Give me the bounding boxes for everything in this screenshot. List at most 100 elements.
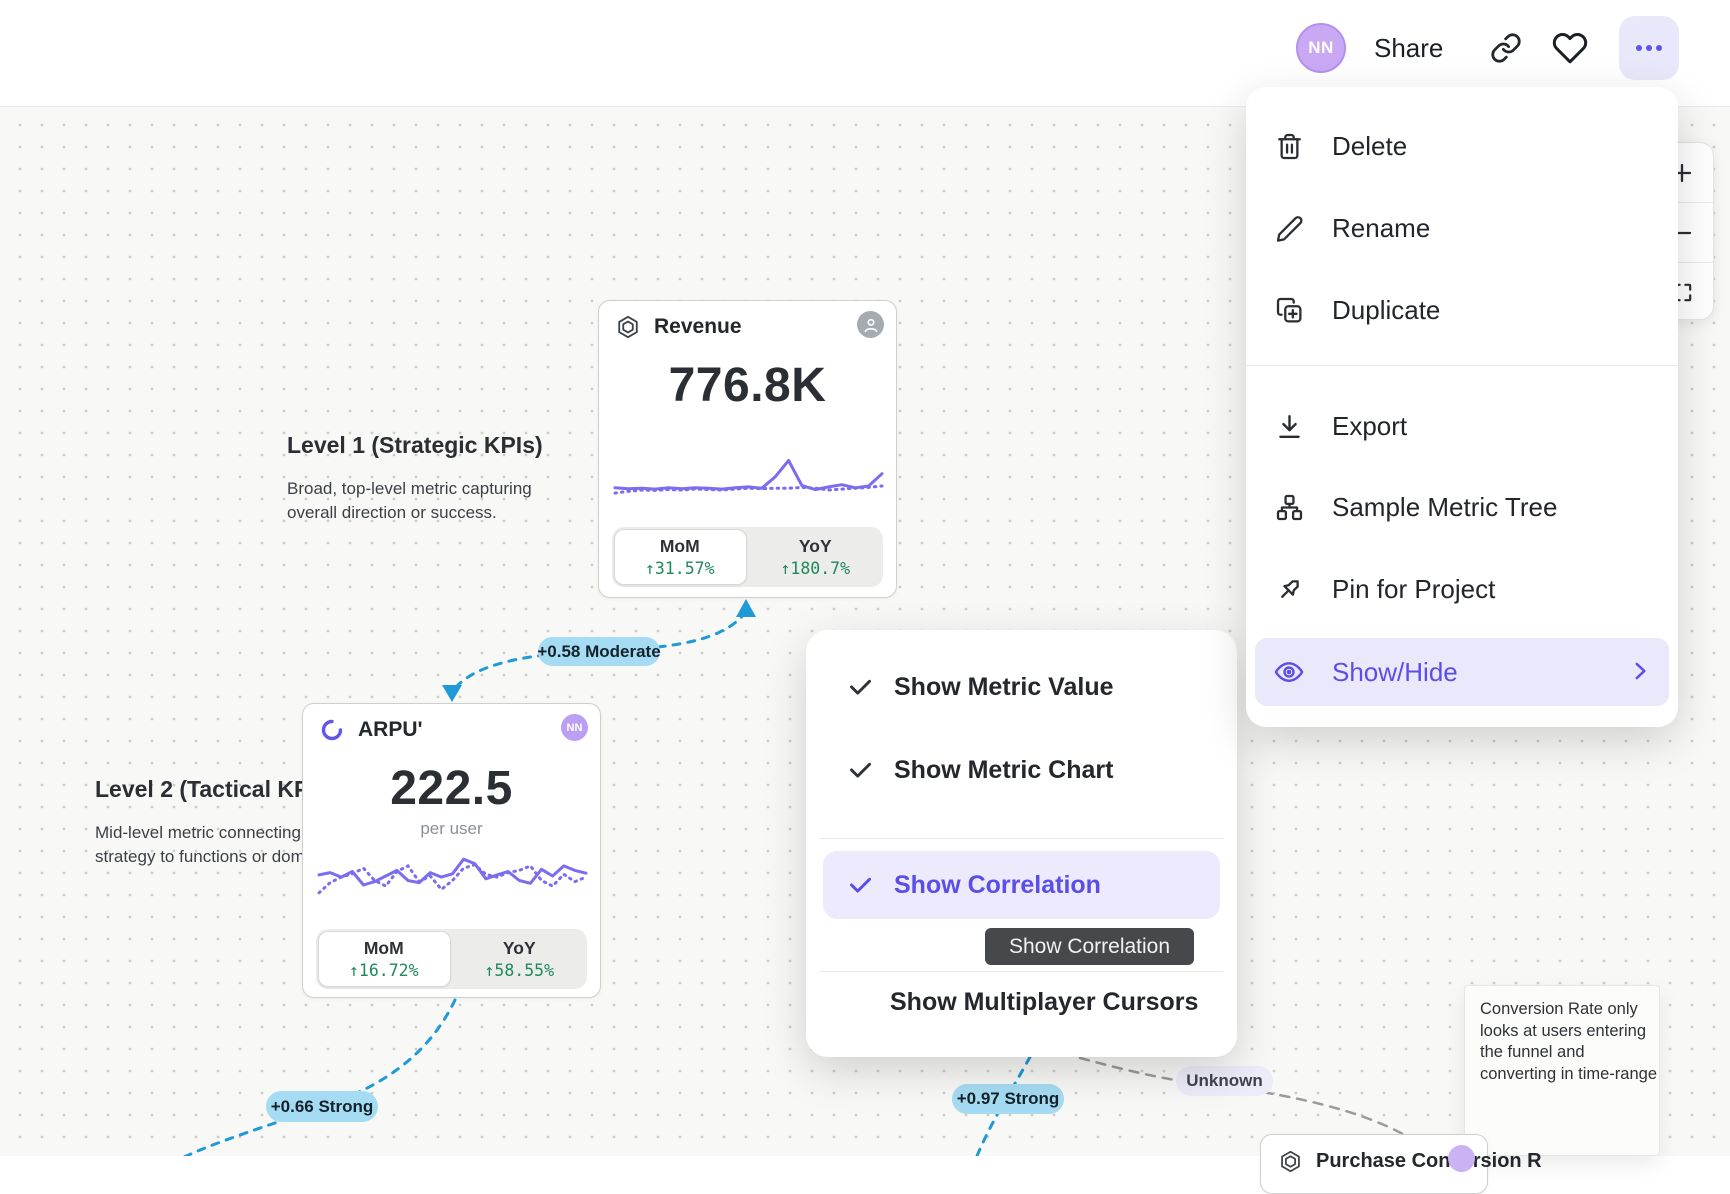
share-button[interactable]: Share (1374, 33, 1444, 63)
menu-item-show-hide[interactable]: Show/Hide (1255, 638, 1669, 706)
more-options-button[interactable] (1619, 16, 1679, 80)
collaborator-avatar-icon (857, 311, 884, 338)
dot-icon (1646, 45, 1652, 51)
sparkline-chart (613, 459, 884, 495)
metric-value: 776.8K (668, 359, 827, 412)
submenu-item-label: Show Correlation (894, 870, 1101, 899)
metric-unit: per user (420, 819, 483, 838)
note-line: Conversion Rate only (1480, 1000, 1638, 1018)
selected-segment-pill (318, 931, 451, 987)
submenu-item-label: Show Multiplayer Cursors (890, 987, 1199, 1016)
hexagon-badge-icon (613, 312, 643, 342)
check-icon (845, 672, 875, 702)
level2-title: Level 2 (Tactical KPIs) (95, 776, 337, 802)
menu-item-export[interactable]: Export (1246, 397, 1678, 455)
note-card[interactable]: Conversion Rate only looks at users ente… (1464, 985, 1660, 1156)
level2-desc-line2: strategy to functions or domains. (95, 847, 341, 866)
menu-divider (1246, 365, 1678, 366)
period-segmented-control: MoM ↑16.72% YoY ↑58.55% (316, 929, 587, 989)
level1-desc-line1: Broad, top-level metric capturing (287, 479, 532, 498)
correlation-badge: +0.66 Strong (266, 1091, 378, 1122)
chevron-right-icon (1627, 658, 1653, 684)
submenu-item-label: Show Metric Value (894, 672, 1114, 701)
revenue-card[interactable]: Revenue 776.8K MoM ↑31.57% YoY ↑180.7% (598, 300, 897, 598)
yoy-label: YoY (502, 938, 536, 958)
submenu-item-show-metric-value[interactable]: Show Metric Value (806, 658, 1237, 716)
submenu-item-show-multiplayer-cursors[interactable]: Show Multiplayer Cursors (806, 973, 1237, 1031)
tree-icon (1274, 492, 1304, 522)
collaborator-avatar: NN (561, 714, 588, 741)
more-options-menu: Delete Rename Duplicate Export (1246, 87, 1678, 727)
revenue-card-header: Revenue (613, 313, 884, 341)
menu-item-label: Export (1332, 410, 1408, 441)
check-icon (845, 870, 875, 900)
submenu-divider (820, 838, 1223, 839)
purchase-conversion-card[interactable]: Purchase Conversion R (1260, 1134, 1542, 1194)
correlation-badge: +0.58 Moderate (537, 637, 661, 666)
menu-item-label: Duplicate (1332, 294, 1441, 325)
copy-link-button[interactable] (1486, 28, 1526, 68)
mom-tab[interactable]: MoM ↑16.72% (316, 929, 452, 989)
menu-item-sample-metric-tree[interactable]: Sample Metric Tree (1246, 478, 1678, 536)
menu-item-delete[interactable]: Delete (1246, 117, 1678, 175)
collaborator-avatar-icon (1448, 1145, 1475, 1172)
yoy-value: ↑58.55% (484, 961, 555, 980)
heart-icon (1552, 33, 1588, 64)
menu-item-label: Pin for Project (1332, 573, 1496, 604)
show-hide-submenu: Show Metric Value Show Metric Chart Show… (806, 630, 1237, 1057)
user-avatar[interactable]: NN (1296, 23, 1346, 73)
correlation-badge-unknown: Unknown (1176, 1066, 1273, 1096)
menu-item-label: Delete (1332, 130, 1408, 161)
menu-item-label: Show/Hide (1332, 656, 1458, 687)
download-icon (1274, 411, 1304, 441)
metric-value: 222.5 (390, 762, 513, 815)
eye-icon (1274, 657, 1304, 687)
topbar: NN Share (0, 0, 1730, 107)
metric-title: ARPU' (358, 718, 423, 741)
submenu-divider (820, 971, 1223, 972)
pencil-icon (1274, 213, 1304, 243)
check-icon (845, 755, 875, 785)
level1-title: Level 1 (Strategic KPIs) (287, 432, 543, 458)
menu-item-rename[interactable]: Rename (1246, 199, 1678, 257)
level1-annotation: Level 1 (Strategic KPIs) Broad, top-leve… (287, 432, 547, 525)
hexagon-badge-icon (1275, 1146, 1305, 1176)
level1-desc-line2: overall direction or success. (287, 503, 497, 522)
submenu-item-label: Show Metric Chart (894, 755, 1114, 784)
mom-tab[interactable]: MoM ↑31.57% (612, 527, 748, 587)
mom-value: ↑16.72% (348, 961, 419, 980)
selected-segment-pill (614, 529, 747, 585)
yoy-label: YoY (798, 536, 832, 556)
note-line: the funnel and (1480, 1043, 1585, 1061)
level2-desc-line1: Mid-level metric connecting (95, 823, 301, 842)
sparkline-chart (317, 857, 588, 895)
mom-value: ↑31.57% (644, 559, 715, 578)
yoy-tab[interactable]: YoY ↑58.55% (452, 929, 588, 989)
duplicate-icon (1274, 295, 1304, 325)
submenu-item-show-metric-chart[interactable]: Show Metric Chart (806, 741, 1237, 799)
correlation-badge: +0.97 Strong (952, 1084, 1064, 1114)
link-icon (1491, 33, 1521, 63)
favorite-button[interactable] (1548, 26, 1592, 70)
tooltip: Show Correlation (985, 928, 1194, 965)
dot-icon (1656, 45, 1662, 51)
mom-label: MoM (659, 536, 700, 556)
note-line: looks at users entering (1480, 1021, 1647, 1040)
metric-title: Purchase Conversion R (1316, 1149, 1542, 1172)
arpu-card[interactable]: ARPU' NN 222.5 per user MoM ↑16.72% YoY … (302, 703, 601, 998)
purchase-card-header: Purchase Conversion R (1275, 1146, 1542, 1176)
trash-icon (1274, 131, 1304, 161)
menu-item-pin-for-project[interactable]: Pin for Project (1246, 560, 1678, 618)
yoy-value: ↑180.7% (780, 559, 851, 578)
mom-label: MoM (363, 938, 404, 958)
dot-icon (1636, 45, 1642, 51)
metric-title: Revenue (654, 315, 742, 338)
arpu-card-header: ARPU' (317, 716, 588, 744)
menu-item-duplicate[interactable]: Duplicate (1246, 281, 1678, 339)
menu-item-label: Rename (1332, 212, 1431, 243)
level2-annotation: Level 2 (Tactical KPIs) Mid-level metric… (95, 776, 355, 869)
submenu-item-show-correlation[interactable]: Show Correlation (823, 851, 1220, 919)
note-line: converting in time-range (1480, 1064, 1658, 1083)
period-segmented-control: MoM ↑31.57% YoY ↑180.7% (612, 527, 883, 587)
yoy-tab[interactable]: YoY ↑180.7% (748, 527, 884, 587)
